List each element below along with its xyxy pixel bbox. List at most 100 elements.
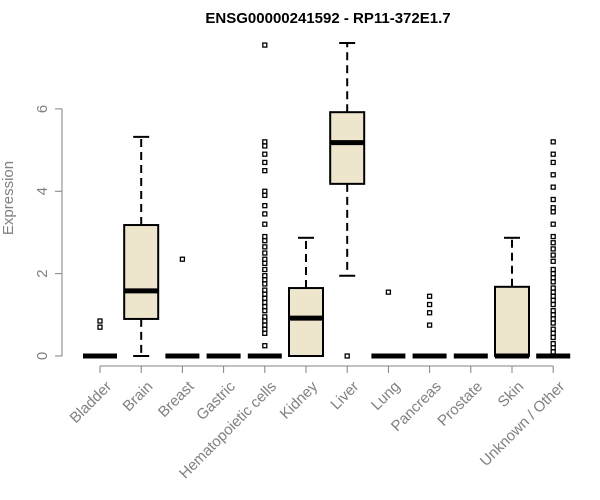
y-tick-label: 0	[34, 352, 51, 360]
y-tick-label: 6	[34, 105, 51, 113]
outlier-point	[385, 289, 392, 295]
outlier-point	[426, 293, 433, 299]
outlier-point	[550, 326, 556, 332]
outlier-point	[262, 322, 268, 328]
outlier-point	[97, 318, 103, 324]
outlier-point	[426, 301, 433, 308]
x-tick-label: Kidney	[277, 378, 322, 423]
box-group	[83, 42, 571, 359]
outlier-point	[550, 349, 556, 355]
outlier-point	[550, 301, 556, 308]
outlier-point	[262, 188, 268, 194]
outlier-point	[262, 250, 268, 256]
outlier-point	[550, 258, 556, 264]
outlier-point	[262, 273, 268, 279]
box-hematopoietic-cells	[247, 42, 282, 359]
outlier-point	[550, 340, 556, 347]
outlier-point	[550, 285, 556, 291]
outlier-point	[262, 330, 268, 336]
x-tick-label: Bladder	[67, 378, 116, 427]
outlier-point	[550, 139, 556, 145]
outlier-point	[262, 233, 268, 240]
outlier-point	[550, 345, 556, 351]
box-pancreas	[412, 293, 447, 359]
outlier-point	[262, 277, 268, 283]
outlier-point	[262, 256, 268, 262]
y-tick-label: 4	[34, 187, 51, 195]
box-lung	[371, 289, 406, 359]
box-kidney	[288, 236, 324, 357]
outlier-point	[262, 295, 268, 301]
box-iqr	[123, 224, 160, 320]
x-tick-label: Liver	[327, 378, 362, 413]
box-brain	[123, 135, 160, 357]
outlier-point	[426, 322, 433, 328]
outlier-point	[262, 143, 268, 149]
outlier-point	[262, 238, 268, 244]
outlier-point	[262, 291, 268, 297]
outlier-point	[550, 205, 556, 211]
outlier-point	[550, 172, 556, 178]
outlier-point	[550, 279, 556, 285]
outlier-point	[262, 343, 268, 349]
outlier-point	[550, 221, 556, 227]
outlier-point	[262, 318, 268, 324]
outlier-point	[550, 266, 556, 273]
outlier-point	[550, 196, 556, 203]
outlier-point	[550, 184, 556, 190]
outlier-point	[550, 320, 556, 326]
box-iqr	[329, 111, 366, 185]
outlier-point	[550, 252, 556, 258]
outlier-point	[262, 281, 268, 287]
outlier-point	[550, 246, 556, 252]
outlier-point	[550, 289, 556, 295]
outlier-point	[262, 203, 268, 209]
x-tick-label: Prostate	[434, 378, 486, 430]
box-iqr	[288, 287, 324, 357]
x-tick-label: Lung	[368, 378, 404, 414]
outlier-point	[97, 324, 103, 330]
outlier-point	[262, 151, 268, 157]
outlier-point	[262, 287, 268, 293]
outlier-point	[550, 240, 556, 246]
outlier-point	[550, 275, 556, 281]
outlier-point	[262, 266, 268, 273]
outlier-point	[262, 308, 268, 314]
outlier-point	[262, 326, 268, 332]
box-skin	[494, 236, 530, 359]
outlier-point	[426, 310, 433, 316]
outlier-point	[262, 244, 268, 250]
y-axis-label: Expression	[0, 161, 17, 235]
box-bladder	[83, 318, 117, 359]
outlier-point	[550, 316, 556, 322]
outlier-point	[550, 270, 556, 277]
outlier-point	[550, 330, 556, 336]
box-iqr	[494, 285, 530, 357]
outlier-point	[262, 168, 268, 174]
outlier-point	[262, 260, 268, 266]
outlier-point	[344, 353, 350, 359]
outlier-point	[550, 334, 556, 341]
outlier-point	[550, 159, 556, 166]
outlier-point	[262, 299, 268, 306]
x-tick-label: Brain	[120, 378, 157, 415]
outlier-point	[550, 233, 556, 240]
x-tick-label: Skin	[495, 378, 528, 411]
outlier-point	[550, 297, 556, 304]
outlier-point	[262, 42, 268, 48]
outlier-point	[262, 159, 268, 166]
outlier-point	[262, 139, 268, 145]
x-tick-label: Breast	[155, 378, 198, 421]
outlier-point	[550, 312, 556, 318]
box-unknown-other	[536, 139, 571, 359]
outlier-point	[262, 221, 268, 227]
y-axis: 0 2 4 6	[34, 105, 63, 360]
outlier-point	[550, 151, 556, 157]
outlier-point	[550, 308, 556, 314]
outlier-point	[179, 256, 186, 262]
chart-title: ENSG00000241592 - RP11-372E1.7	[205, 10, 450, 27]
outlier-point	[262, 314, 268, 320]
